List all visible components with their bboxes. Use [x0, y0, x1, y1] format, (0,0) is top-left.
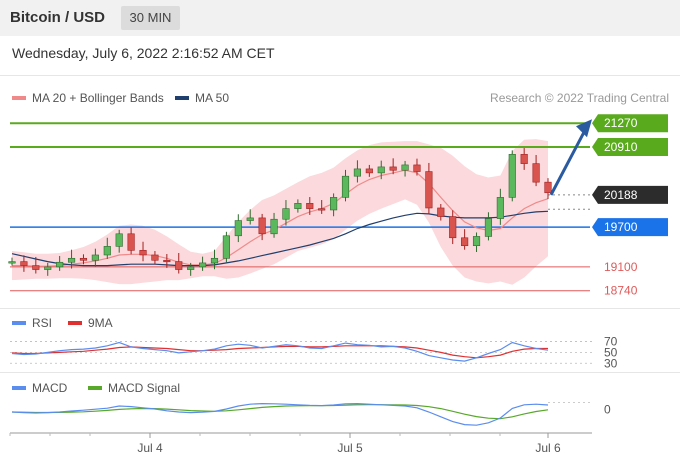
- candle: [175, 261, 183, 270]
- candle: [389, 166, 397, 171]
- legend-bollinger: MA 20 + Bollinger Bands: [12, 91, 164, 105]
- candle: [520, 154, 528, 164]
- candle: [437, 207, 445, 217]
- timeframe-badge[interactable]: 30 MIN: [121, 6, 180, 30]
- chart-timestamp: Wednesday, July 6, 2022 2:16:52 AM CET: [12, 45, 275, 61]
- candle: [163, 259, 171, 263]
- legend-label-bollinger: MA 20 + Bollinger Bands: [32, 91, 164, 105]
- candle: [496, 197, 504, 219]
- candle: [330, 197, 338, 211]
- rsi-9ma-line: [11, 345, 548, 359]
- x-tick-label: Jul 4: [137, 441, 163, 455]
- legend-9ma: 9MA: [68, 316, 113, 330]
- legend-swatch-rsi: [12, 321, 26, 325]
- legend-label-ma50: MA 50: [195, 91, 230, 105]
- candle: [139, 250, 147, 256]
- legend-label-9ma: 9MA: [88, 316, 113, 330]
- legend-swatch-ma50: [175, 96, 189, 100]
- level-tag-19700: [592, 218, 668, 237]
- forecast-arrow-shaft: [549, 131, 586, 196]
- candle: [8, 261, 16, 264]
- legend-label-macd-signal: MACD Signal: [108, 381, 181, 395]
- instrument-title: Bitcoin / USD: [10, 9, 106, 26]
- candle: [413, 164, 421, 172]
- x-tick-label: Jul 6: [535, 441, 561, 455]
- candle: [306, 203, 314, 209]
- candle: [472, 236, 481, 247]
- candle: [258, 217, 266, 235]
- forecast-arrow-head: [576, 119, 592, 138]
- legend-rsi: RSI: [12, 316, 52, 330]
- level-label-21270: 21270: [604, 116, 638, 130]
- ma20-line: [12, 169, 549, 267]
- candle: [222, 235, 230, 259]
- candle: [508, 154, 516, 198]
- chart-header: Bitcoin / USD 30 MIN: [0, 0, 680, 36]
- candle: [127, 233, 135, 251]
- candle: [353, 168, 361, 177]
- candle: [270, 218, 278, 235]
- candle: [103, 246, 111, 256]
- bollinger-band-area: [12, 139, 548, 285]
- candle: [484, 218, 493, 237]
- level-label-19700: 19700: [604, 220, 638, 234]
- level-label-20910: 20910: [604, 140, 638, 154]
- candle: [187, 266, 195, 270]
- legend-macd: MACD: [12, 381, 67, 395]
- level-tag-20188: [592, 185, 668, 204]
- rsi-tick-label: 30: [604, 356, 618, 370]
- divider: [0, 75, 680, 76]
- candle: [544, 181, 552, 194]
- candle: [91, 254, 99, 261]
- candle: [56, 261, 64, 268]
- candle: [449, 216, 457, 239]
- candle: [461, 237, 469, 247]
- candle: [79, 257, 88, 261]
- level-label-18740: 18740: [604, 284, 638, 298]
- candle: [32, 265, 40, 270]
- candle: [151, 254, 159, 261]
- legend-label-macd: MACD: [32, 381, 68, 395]
- level-tag-21270: [592, 114, 668, 133]
- candle: [199, 262, 207, 268]
- legend-swatch-9ma: [68, 321, 82, 325]
- level-label-20188: 20188: [604, 188, 638, 202]
- candle: [67, 257, 76, 263]
- candle: [401, 164, 409, 171]
- macd-line: [11, 402, 549, 426]
- legend-swatch-bollinger: [12, 96, 26, 100]
- candle: [532, 163, 540, 183]
- macd-signal-line: [11, 404, 549, 420]
- level-label-19100: 19100: [604, 260, 638, 274]
- rsi-tick-label: 70: [604, 334, 618, 348]
- legend-label-rsi: RSI: [32, 316, 53, 330]
- legend-macd-signal: MACD Signal: [88, 381, 180, 395]
- candle: [234, 220, 242, 237]
- candle: [246, 217, 254, 221]
- candle: [282, 208, 290, 220]
- rsi-tick-label: 50: [604, 345, 618, 359]
- legend-ma50: MA 50: [175, 91, 229, 105]
- candle: [425, 171, 433, 209]
- candle: [377, 166, 385, 174]
- candle: [210, 257, 219, 264]
- candle: [318, 208, 326, 211]
- ma50-line: [11, 210, 549, 267]
- x-tick-label: Jul 5: [337, 441, 363, 455]
- legend-swatch-macd: [12, 386, 26, 390]
- candle: [341, 175, 350, 198]
- panel-divider: [0, 372, 680, 373]
- candle: [44, 266, 52, 270]
- legend-swatch-macd-signal: [88, 386, 102, 390]
- candle: [115, 233, 123, 247]
- copyright-text: Research © 2022 Trading Central: [490, 91, 669, 105]
- candle: [365, 168, 373, 174]
- candle: [20, 261, 28, 266]
- rsi-line: [11, 341, 549, 362]
- panel-divider: [0, 308, 680, 309]
- candle: [294, 203, 302, 209]
- macd-tick-label: 0: [604, 403, 611, 417]
- level-tag-20910: [592, 138, 668, 157]
